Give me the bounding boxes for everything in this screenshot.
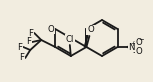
Text: Cl: Cl — [66, 35, 74, 43]
Text: O: O — [87, 26, 94, 35]
Text: F: F — [19, 53, 24, 62]
Text: N: N — [129, 42, 135, 51]
Text: −: − — [138, 36, 144, 42]
Text: O: O — [136, 47, 142, 56]
Text: O: O — [47, 25, 54, 34]
Text: F: F — [28, 29, 33, 37]
Text: F: F — [17, 42, 22, 51]
Text: F: F — [26, 37, 31, 46]
Text: O: O — [136, 38, 142, 47]
Text: +: + — [130, 41, 136, 46]
